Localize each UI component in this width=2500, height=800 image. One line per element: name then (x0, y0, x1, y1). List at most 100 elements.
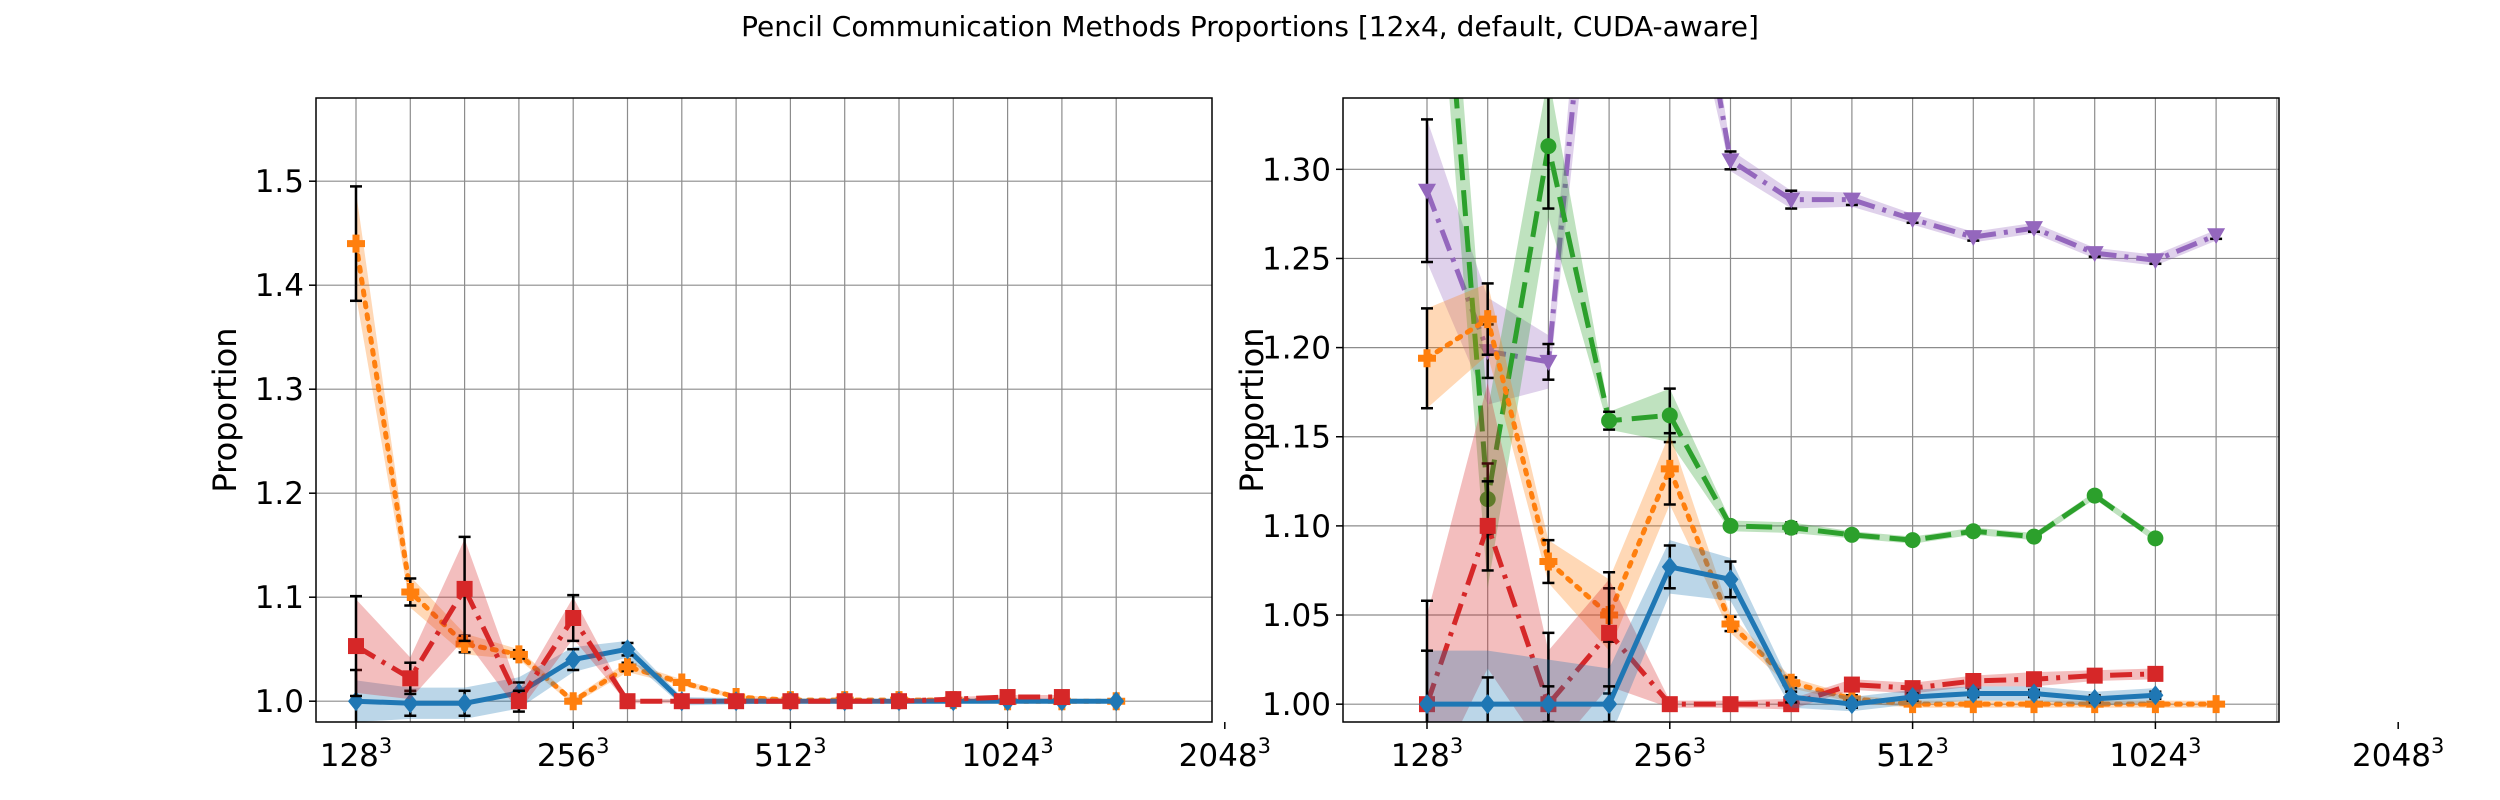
data-point (2146, 253, 2165, 270)
data-point (2207, 695, 2226, 714)
data-point (1965, 672, 1982, 689)
series-line (354, 586, 1062, 704)
x-tick-label: 5123 (754, 734, 827, 774)
x-tick-label: 1283 (320, 734, 393, 774)
data-point (891, 693, 907, 710)
data-point (456, 693, 473, 714)
data-point (1661, 696, 1678, 713)
y-tick-label: 1.5 (255, 164, 304, 200)
x-tick-label: 2563 (1634, 734, 1707, 774)
data-point (2085, 246, 2104, 263)
data-point (1540, 138, 1557, 155)
series-line (1424, 98, 2218, 365)
data-point (1904, 687, 1921, 708)
y-tick-label: 1.10 (1262, 509, 1331, 545)
data-point (2026, 671, 2042, 688)
y-tick-label: 1.15 (1262, 420, 1331, 456)
y-tick-label: 1.25 (1262, 241, 1331, 277)
data-series (1419, 540, 2164, 722)
right-chart-axes: 1.00 1.05 1.10 1.15 1.20 1.25 1.30 1283 2563 5123… (1233, 97, 2444, 774)
axes-frame (315, 97, 1213, 723)
data-point (619, 639, 636, 660)
confidence-band (1427, 98, 2217, 405)
data-point (1965, 683, 1982, 704)
data-point (1661, 556, 1678, 577)
data-point (1418, 349, 1436, 368)
x-tick-label: 10243 (2109, 734, 2201, 774)
data-series (348, 535, 1070, 713)
data-point (1419, 694, 1435, 715)
x-tick-label: 20483 (1179, 734, 1271, 774)
data-point (1782, 192, 1801, 209)
confidence-band (356, 538, 1062, 712)
data-point (2026, 683, 2042, 704)
plot-area (1418, 98, 2226, 722)
data-point (1783, 687, 1800, 708)
data-point (2025, 221, 2043, 238)
data-point (1053, 689, 1070, 706)
y-tick-label: 1.05 (1262, 598, 1331, 634)
data-point (1601, 624, 1618, 641)
y-tick-label: 1.0 (255, 684, 304, 720)
data-point (1904, 532, 1921, 549)
figure-title: Pencil Communication Methods Proportions… (741, 10, 1759, 43)
data-point (1601, 694, 1618, 715)
data-point (564, 692, 583, 711)
data-point (2086, 688, 2103, 709)
data-point (1964, 695, 1983, 714)
data-point (401, 583, 420, 601)
data-point (402, 670, 419, 687)
data-point (945, 691, 962, 708)
series-line (1424, 316, 2219, 707)
confidence-band (1427, 540, 2156, 722)
data-point (782, 693, 799, 710)
x-tick-label: 1283 (1391, 734, 1464, 774)
data-point (2147, 665, 2164, 682)
data-point (402, 693, 419, 714)
y-tick-label: 1.00 (1262, 687, 1331, 723)
data-series (1449, 98, 2164, 589)
data-point (1964, 230, 1983, 247)
data-point (1479, 517, 1496, 534)
data-point (455, 635, 474, 653)
y-tick-label: 1.30 (1262, 152, 1331, 188)
data-point (618, 657, 637, 676)
data-point (1721, 614, 1740, 633)
data-point (1903, 212, 1922, 229)
y-tick-label: 1.1 (255, 580, 304, 616)
data-point (1601, 412, 1618, 429)
data-point (347, 234, 365, 253)
data-point (565, 649, 582, 670)
data-point (1783, 519, 1800, 536)
data-point (1661, 407, 1678, 424)
data-point (1722, 517, 1739, 534)
data-point (1965, 523, 1982, 540)
y-tick-label: 1.20 (1262, 331, 1331, 367)
data-point (1843, 526, 1860, 543)
data-series (1418, 98, 2226, 405)
data-point (2147, 685, 2164, 706)
data-point (348, 638, 364, 655)
data-point (1539, 354, 1558, 371)
data-point (2086, 487, 2103, 504)
plot-area (347, 185, 1126, 722)
x-tick-label: 10243 (961, 734, 1053, 774)
y-axis-label: Proportion (206, 327, 244, 492)
y-tick-label: 1.2 (255, 476, 304, 512)
data-point (1843, 676, 1860, 693)
data-point (1418, 183, 1436, 200)
y-tick-label: 1.3 (255, 372, 304, 408)
y-tick-label: 1.4 (255, 268, 304, 304)
x-tick-label: 20483 (2352, 734, 2444, 774)
data-point (1539, 552, 1558, 571)
data-point (509, 645, 528, 664)
data-point (728, 693, 745, 710)
x-tick-label: 2563 (537, 734, 610, 774)
x-tick-label: 5123 (1876, 734, 1949, 774)
gridlines (316, 98, 1212, 722)
data-point (1660, 459, 1679, 478)
data-point (1479, 694, 1496, 715)
axes-frame (1342, 97, 2280, 723)
data-point (510, 693, 527, 710)
